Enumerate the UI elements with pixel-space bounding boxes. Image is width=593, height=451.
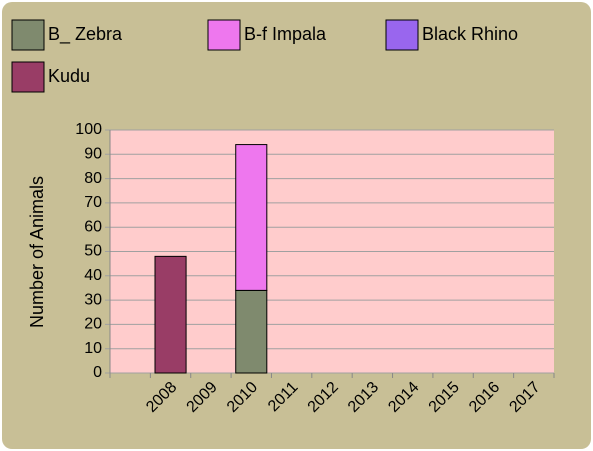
legend-swatch: [385, 19, 419, 51]
y-tick-label: 20: [84, 316, 102, 333]
legend-swatch: [11, 61, 45, 93]
bar-segment: [235, 289, 268, 374]
legend-label: Kudu: [48, 66, 90, 86]
bar-segment: [154, 255, 187, 374]
legend-swatch: [11, 19, 45, 51]
y-axis-label: Number of Animals: [27, 176, 47, 328]
legend-label: B-f Impala: [244, 24, 327, 44]
y-tick-label: 0: [93, 364, 102, 381]
y-tick-label: 100: [75, 121, 102, 138]
bar-segment: [235, 144, 268, 291]
y-tick-label: 50: [84, 243, 102, 260]
legend-swatch: [207, 19, 241, 51]
legend-label: Black Rhino: [422, 24, 518, 44]
y-tick-label: 80: [84, 170, 102, 187]
y-tick-label: 90: [84, 146, 102, 163]
y-tick-label: 70: [84, 194, 102, 211]
y-tick-label: 30: [84, 291, 102, 308]
y-tick-label: 40: [84, 267, 102, 284]
legend-label: B_ Zebra: [48, 24, 123, 45]
y-tick-label: 60: [84, 218, 102, 235]
y-tick-label: 10: [84, 340, 102, 357]
